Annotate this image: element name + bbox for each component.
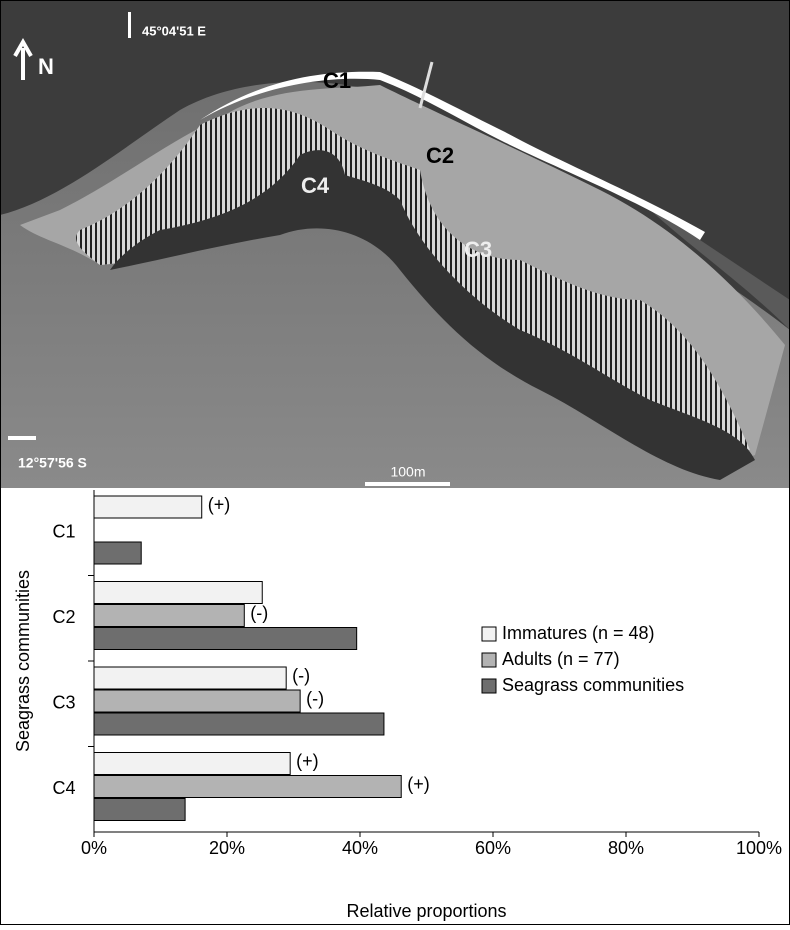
zone-label: C3	[464, 237, 492, 262]
zone-label: C1	[323, 68, 351, 93]
significance-label: (-)	[292, 665, 310, 685]
legend-swatch	[482, 627, 496, 641]
aerial-map: 45°04'51 E N 12°57'56 S 100m C1 C2 C3 C4	[0, 0, 790, 488]
x-tick-label: 40%	[342, 838, 378, 858]
x-tick-label: 20%	[209, 838, 245, 858]
bar	[94, 605, 244, 627]
bar	[94, 713, 384, 735]
y-tick-label: C1	[52, 522, 75, 542]
chart: 0% 20% 40% 60% 80% 100% Relative proportions Se…	[13, 490, 782, 921]
bar	[94, 582, 262, 604]
bar	[94, 628, 357, 650]
bar	[94, 799, 185, 821]
zone-label: C4	[301, 173, 330, 198]
bar	[94, 496, 202, 518]
legend-label: Adults (n = 77)	[502, 649, 620, 669]
bar	[94, 753, 290, 775]
y-tick-label: C2	[52, 607, 75, 627]
significance-label: (+)	[296, 751, 319, 771]
bar	[94, 690, 300, 712]
bar	[94, 667, 286, 689]
significance-label: (+)	[407, 774, 430, 794]
legend-swatch	[482, 679, 496, 693]
x-tick-label: 100%	[736, 838, 782, 858]
y-tick-label: C3	[52, 693, 75, 713]
bar	[94, 776, 401, 798]
y-tick-label: C4	[52, 778, 75, 798]
significance-label: (-)	[250, 603, 268, 623]
significance-label: (+)	[208, 494, 231, 514]
figure: 45°04'51 E N 12°57'56 S 100m C1 C2 C3 C4…	[0, 0, 790, 925]
x-tick-label: 0%	[81, 838, 107, 858]
x-axis-label: Relative proportions	[346, 901, 506, 921]
x-tick-label: 60%	[475, 838, 511, 858]
zone-label: C2	[426, 143, 454, 168]
bar	[94, 542, 141, 564]
latitude-label: 12°57'56 S	[18, 455, 87, 471]
legend-label: Seagrass communities	[502, 675, 684, 695]
y-axis-label: Seagrass communities	[13, 570, 33, 752]
significance-label: (-)	[306, 688, 324, 708]
legend-swatch	[482, 653, 496, 667]
scale-label: 100m	[390, 464, 425, 480]
longitude-label: 45°04'51 E	[142, 23, 206, 38]
legend-label: Immatures (n = 48)	[502, 623, 655, 643]
north-label: N	[38, 54, 54, 79]
x-tick-label: 80%	[608, 838, 644, 858]
